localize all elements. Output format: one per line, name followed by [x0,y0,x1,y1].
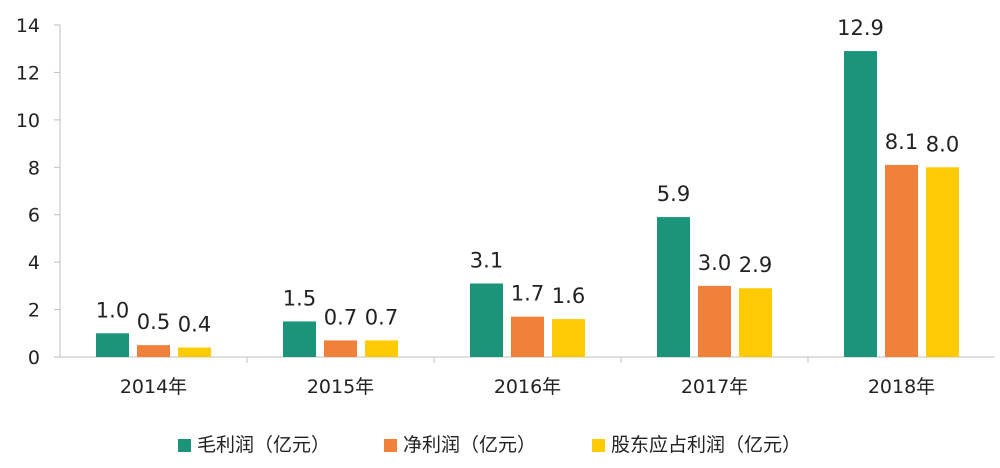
bar [137,345,170,357]
y-tick-label: 8 [28,157,40,179]
bar [926,167,959,357]
x-tick-label: 2015年 [307,376,374,398]
bar [178,347,211,357]
bar [885,164,918,357]
data-label: 3.1 [470,248,503,272]
data-label: 1.7 [511,282,544,306]
data-label: 0.4 [178,313,211,337]
data-label: 12.9 [837,16,884,40]
legend-swatch [592,439,605,452]
y-tick-label: 4 [28,252,40,274]
bar [552,319,585,357]
bar [657,217,690,357]
bar [844,51,877,357]
y-tick-label: 10 [16,110,40,132]
data-label: 3.0 [698,251,731,275]
y-tick-label: 12 [16,62,40,84]
value-labels: 1.0 0.5 0.4 1.5 0.7 0.7 3.1 1.7 1.6 5.9 3.0 2.9 12.9… [96,16,959,336]
data-label: 0.5 [137,310,170,334]
legend-label: 股东应占利润（亿元） [611,434,801,456]
bar [470,283,503,357]
y-tick-label: 6 [28,205,40,227]
bar [283,321,316,357]
x-axis: 2014年 2015年 2016年 2017年 2018年 [60,356,995,398]
data-label: 8.0 [926,132,959,156]
data-label: 1.6 [552,284,585,308]
bar [698,285,731,357]
bar [365,340,398,357]
x-tick-label: 2017年 [681,376,748,398]
y-tick-label: 0 [28,347,40,369]
legend-label: 净利润（亿元） [403,434,536,456]
data-label: 1.5 [283,286,316,310]
bar [739,288,772,357]
y-tick-label: 2 [28,300,40,322]
x-tick-label: 2014年 [120,376,187,398]
bar [324,340,357,357]
legend: 毛利润（亿元） 净利润（亿元） 股东应占利润（亿元） [178,434,801,456]
data-label: 5.9 [657,182,690,206]
bars [96,51,959,357]
data-label: 0.7 [365,305,398,329]
legend-label: 毛利润（亿元） [197,434,330,456]
y-axis: 0 2 4 6 8 10 12 14 [16,15,61,369]
data-label: 0.7 [324,305,357,329]
legend-swatch [178,439,191,452]
data-label: 2.9 [739,253,772,277]
x-tick-label: 2016年 [494,376,561,398]
legend-swatch [384,439,397,452]
data-label: 1.0 [96,298,129,322]
y-tick-label: 14 [16,15,40,37]
bar [511,316,544,357]
data-label: 8.1 [885,130,918,154]
bar [96,333,129,357]
x-tick-label: 2018年 [868,376,935,398]
